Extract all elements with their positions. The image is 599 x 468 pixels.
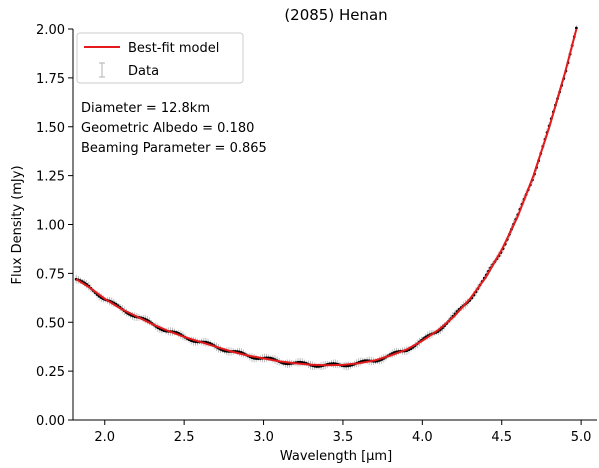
data-layer [74, 25, 578, 371]
y-tick-label: 0.50 [36, 316, 65, 331]
x-tick-label: 4.0 [412, 430, 433, 445]
y-tick-label: 0.75 [36, 267, 65, 282]
x-tick-label: 2.5 [174, 430, 195, 445]
annotation-diameter: Diameter = 12.8km [81, 101, 210, 116]
y-tick-label: 1.25 [36, 170, 65, 185]
y-tick-label: 1.75 [36, 72, 65, 87]
x-tick-label: 5.0 [571, 430, 592, 445]
y-tick-label: 1.50 [36, 121, 65, 136]
x-axis-label: Wavelength [μm] [280, 449, 392, 464]
annotation-beaming: Beaming Parameter = 0.865 [81, 141, 267, 156]
y-tick-label: 1.00 [36, 219, 65, 234]
x-tick-label: 3.0 [253, 430, 274, 445]
y-axis-label: Flux Density (mJy) [10, 165, 25, 284]
y-tick-label: 0.00 [36, 414, 65, 429]
legend-box [76, 32, 244, 84]
axes-layer: 2.0 2.5 3.0 3.5 4.0 4.5 5.0 0.00 0.25 0.50 0.75 1.0… [36, 23, 597, 445]
data-point [240, 348, 243, 357]
x-tick-label: 3.5 [333, 430, 354, 445]
legend-data-label: Data [128, 64, 159, 79]
x-tick-label: 2.0 [94, 430, 115, 445]
x-tick-label: 4.5 [491, 430, 512, 445]
legend-model-label: Best-fit model [128, 41, 219, 56]
model-line [75, 28, 578, 367]
legend: Best-fit model Data [76, 32, 244, 84]
chart-title: (2085) Henan [284, 6, 387, 24]
annotation-albedo: Geometric Albedo = 0.180 [81, 121, 254, 136]
y-tick-label: 2.00 [36, 23, 65, 38]
y-tick-label: 0.25 [36, 365, 65, 380]
